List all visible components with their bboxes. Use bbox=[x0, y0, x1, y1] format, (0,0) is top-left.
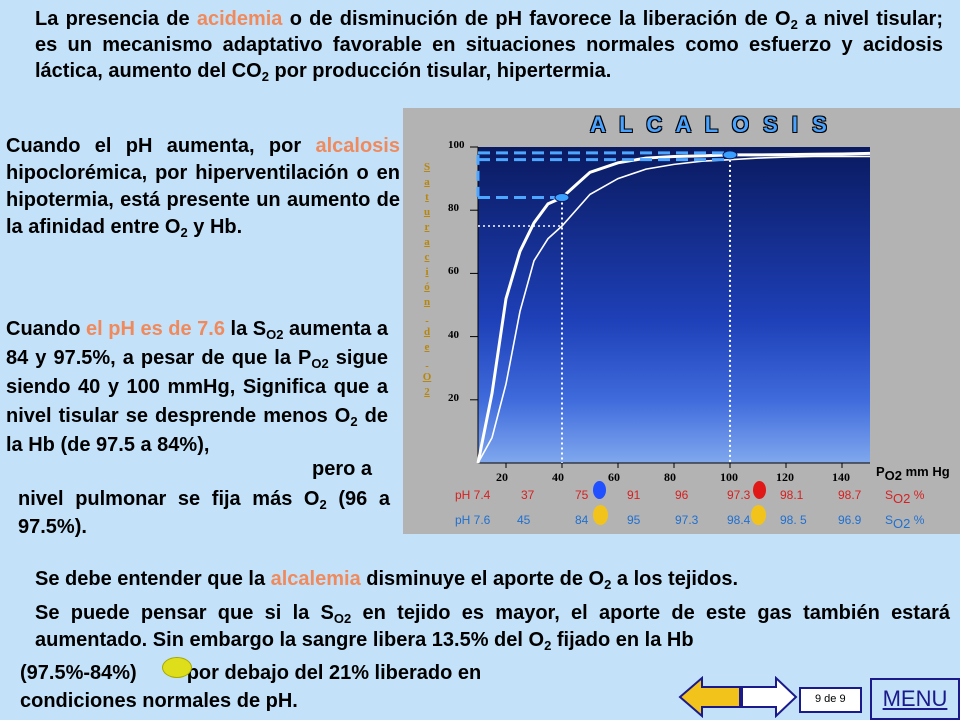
y-axis-label-letter: O bbox=[422, 371, 432, 383]
x-tick-label: 60 bbox=[608, 470, 620, 484]
yellow-marker-dot bbox=[751, 505, 766, 525]
y-axis-label-letter: r bbox=[424, 221, 430, 233]
chart-title: A L C A L O S I S bbox=[590, 112, 831, 137]
x-tick-label: 120 bbox=[776, 470, 794, 484]
yellow-marker-dot bbox=[593, 505, 608, 525]
ph76-paragraph: Cuando el pH es de 7.6 la SO2 aumenta a … bbox=[6, 318, 388, 456]
pero-text: pero a bbox=[312, 458, 373, 480]
y-axis-label-letter: S bbox=[423, 161, 431, 173]
row-unit: SO2 % bbox=[885, 513, 925, 531]
y-axis-label-letter: ó bbox=[424, 281, 430, 293]
x-tick-label: 20 bbox=[496, 470, 508, 484]
x-axis-unit: PO2 mm Hg bbox=[876, 464, 950, 483]
page-indicator: 9 de 9 bbox=[799, 687, 862, 713]
x-tick-label: 100 bbox=[720, 470, 738, 484]
series-line-ph76 bbox=[476, 151, 871, 464]
intro-paragraph: La presencia de acidemia o de disminució… bbox=[35, 8, 943, 84]
alkalosis-paragraph: Cuando el pH aumenta, por alcalosis hipo… bbox=[6, 135, 400, 240]
row-label: pH 7.4 bbox=[455, 488, 491, 502]
y-tick-label: 100 bbox=[448, 139, 465, 151]
series-line-ph74 bbox=[477, 155, 870, 464]
explanation-end: condiciones normales de pH. bbox=[20, 690, 298, 712]
y-axis-label-letter: a bbox=[424, 176, 430, 188]
y-axis-label-letter: c bbox=[424, 251, 430, 263]
menu-button[interactable]: MENU bbox=[870, 678, 960, 720]
data-marker bbox=[722, 150, 738, 160]
y-axis-label-letter: i bbox=[425, 266, 429, 278]
y-tick-label: 40 bbox=[448, 328, 459, 341]
next-arrow-button[interactable] bbox=[740, 676, 798, 718]
x-tick-label: 140 bbox=[832, 470, 850, 484]
yellow-oval-icon bbox=[162, 657, 192, 678]
y-axis-label-letter: 2 bbox=[424, 386, 430, 398]
pulmonary-paragraph: nivel pulmonar se fija más O2 (96 a 97.5… bbox=[18, 488, 390, 538]
y-axis-label-letter: d bbox=[423, 326, 431, 338]
y-axis-label-letter: t bbox=[425, 191, 429, 203]
y-axis-label-letter: n bbox=[423, 296, 431, 308]
plot-area bbox=[478, 147, 870, 463]
y-axis-label-letter: e bbox=[424, 341, 430, 353]
data-marker bbox=[554, 193, 570, 203]
x-tick-label: 40 bbox=[552, 470, 564, 484]
blue-marker-dot bbox=[593, 481, 606, 499]
x-tick-label: 80 bbox=[664, 470, 676, 484]
conclusion-paragraph: Se debe entender que la alcalemia dismin… bbox=[35, 568, 739, 592]
row-label: pH 7.6 bbox=[455, 513, 491, 527]
explanation-paragraph: Se puede pensar que si la SO2 en tejido … bbox=[35, 602, 950, 653]
row-unit: SO2 % bbox=[885, 488, 925, 506]
y-tick-label: 60 bbox=[448, 265, 459, 278]
y-axis-label-letter: u bbox=[423, 206, 431, 218]
y-axis-label-letter: a bbox=[424, 236, 430, 248]
y-tick-label: 80 bbox=[448, 202, 459, 215]
red-marker-dot bbox=[753, 481, 766, 499]
explanation-line: (97.5%-84%) por debajo del 21% liberado e… bbox=[20, 662, 482, 684]
y-tick-label: 20 bbox=[448, 391, 459, 404]
previous-arrow-button[interactable] bbox=[678, 676, 742, 718]
